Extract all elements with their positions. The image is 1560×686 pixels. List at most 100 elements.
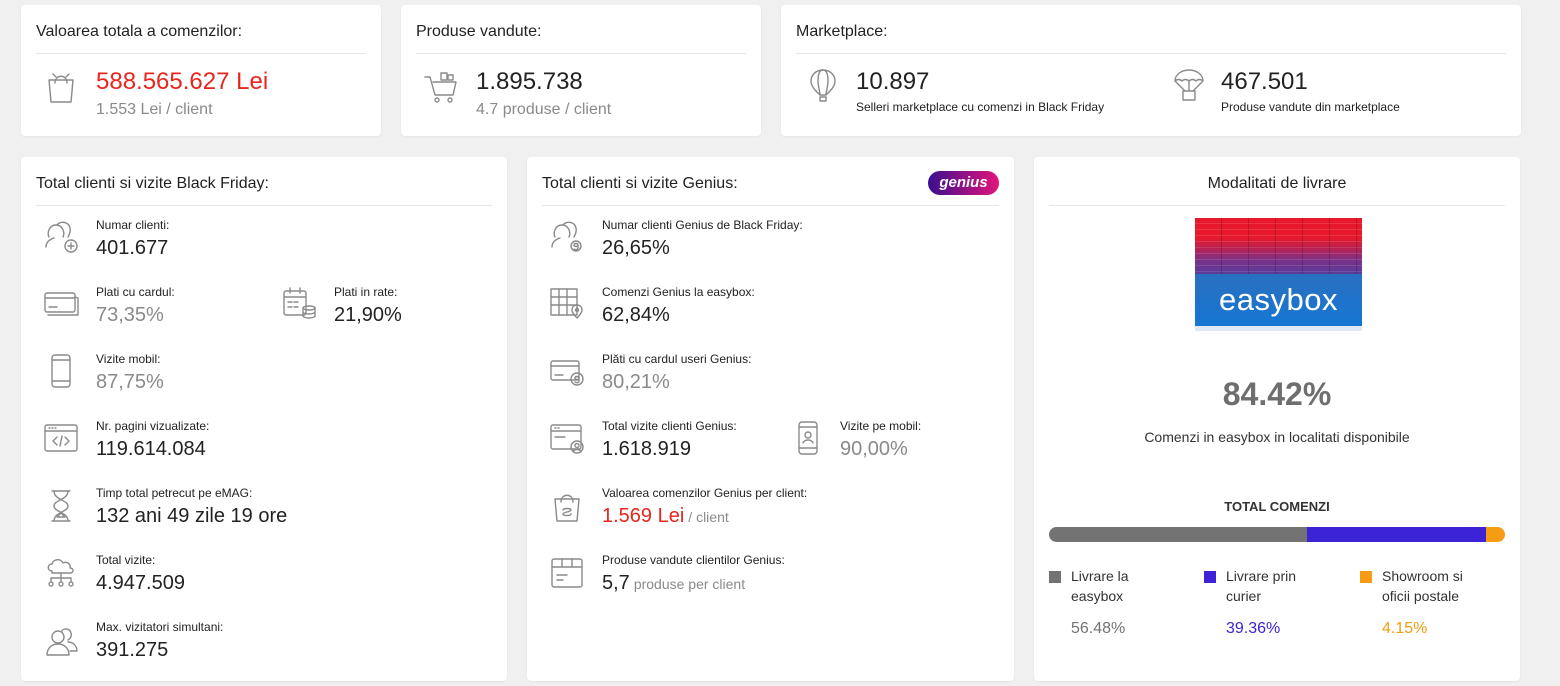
genius-products-label: Produse vandute clientilor Genius:: [602, 553, 785, 567]
genius-easybox-label: Comenzi Genius la easybox:: [602, 285, 755, 299]
bf-pages-value: 119.614.084: [96, 438, 206, 460]
legend-label: Showroom si oficii postale: [1382, 566, 1463, 606]
browser-user-icon: [549, 420, 585, 456]
genius-clients-value: 26,65%: [602, 237, 670, 259]
logo-grid: [1195, 218, 1362, 274]
logo-top-band: [1195, 218, 1362, 274]
legend-percent: 4.15%: [1382, 620, 1428, 637]
bf-visits-value: 4.947.509: [96, 572, 185, 594]
browser-code-icon: [43, 420, 79, 456]
stacked-bar-segment: [1306, 527, 1487, 542]
legend-label-line: curier: [1226, 588, 1262, 604]
bf-mobile-value: 87,75%: [96, 371, 164, 393]
users-genius-icon: [549, 217, 585, 253]
genius-mobile-value: 90,00%: [840, 438, 908, 460]
orders-value: 588.565.627 Lei: [96, 68, 269, 95]
bf-card-value: 73,35%: [96, 304, 164, 326]
bf-title: Total clienti si vizite Black Friday:: [36, 175, 269, 192]
genius-products-value: 5,7 produse per client: [602, 572, 745, 595]
orders-title: Valoarea totala a comenzilor:: [36, 23, 243, 40]
bf-max-label: Max. vizitatori simultani:: [96, 620, 224, 634]
legend-percent: 39.36%: [1226, 620, 1281, 637]
delivery-card: Modalitati de livrare easybox 84.42% Com…: [1034, 157, 1520, 681]
legend-label-line: Livrare prin: [1226, 568, 1297, 584]
shopping-cart-icon: [423, 69, 459, 105]
genius-badge: genius: [928, 171, 999, 195]
genius-easybox-value: 62,84%: [602, 304, 670, 326]
total-orders-title: TOTAL COMENZI: [1224, 499, 1330, 514]
legend-color-swatch: [1204, 571, 1216, 583]
bf-time-value: 132 ani 49 zile 19 ore: [96, 505, 288, 527]
legend-label-line: Livrare la: [1071, 568, 1129, 584]
genius-card-value: 80,21%: [602, 371, 670, 393]
divider: [416, 53, 746, 54]
genius-clients-label: Numar clienti Genius de Black Friday:: [602, 218, 803, 232]
stacked-bar-segment: [1049, 527, 1307, 542]
legend-label-line: Showroom si: [1382, 568, 1463, 584]
hot-air-balloon-icon: [805, 67, 841, 103]
divider: [542, 205, 999, 206]
genius-mobile-label: Vizite pe mobil:: [840, 419, 922, 433]
black-friday-card: Total clienti si vizite Black Friday: Nu…: [21, 157, 507, 681]
mobile-phone-icon: [43, 353, 79, 389]
genius-card-label: Plăti cu cardul useri Genius:: [602, 352, 752, 366]
genius-card: Total clienti si vizite Genius: genius N…: [527, 157, 1014, 681]
legend-color-swatch: [1360, 571, 1372, 583]
marketplace-sold-value: 467.501: [1221, 68, 1308, 95]
orders-per-client: 1.553 Lei / client: [96, 101, 213, 118]
products-card: Produse vandute: 1.895.738 4.7 produse /…: [401, 5, 761, 136]
bf-visits-label: Total vizite:: [96, 553, 156, 567]
genius-order-value: 1.569 Lei / client: [602, 505, 729, 528]
products-value: 1.895.738: [476, 68, 583, 95]
credit-card-icon: [43, 285, 79, 321]
bf-clients-label: Numar clienti:: [96, 218, 170, 232]
shopping-bag-icon: [43, 69, 79, 105]
easybox-caption: Comenzi in easybox in localitati disponi…: [1144, 429, 1410, 445]
delivery-stacked-bar: [1049, 527, 1505, 542]
easybox-logo-text: easybox: [1219, 282, 1338, 317]
installments-calendar-icon: [281, 285, 317, 321]
bf-rate-label: Plati in rate:: [334, 285, 398, 299]
easybox-percent: 84.42%: [1222, 376, 1332, 412]
logo-blue-band: [1195, 274, 1362, 326]
logo-base: [1195, 326, 1362, 331]
orders-card: Valoarea totala a comenzilor: 588.565.62…: [21, 5, 381, 136]
legend-percent: 56.48%: [1071, 620, 1126, 637]
marketplace-title: Marketplace:: [796, 23, 888, 40]
easybox-location-icon: [549, 285, 585, 321]
bf-card-label: Plati cu cardul:: [96, 285, 175, 299]
legend-color-swatch: [1049, 571, 1061, 583]
genius-title: Total clienti si vizite Genius:: [542, 175, 738, 192]
legend-label: Livrare prin curier: [1226, 566, 1296, 606]
users-add-icon: [43, 217, 79, 253]
bf-max-value: 391.275: [96, 639, 169, 661]
genius-products-amount: 5,7: [602, 572, 630, 594]
sellers-label: Selleri marketplace cu comenzi in Black …: [856, 100, 1105, 114]
bf-time-label: Timp total petrecut pe eMAG:: [96, 486, 253, 500]
genius-visits-value: 1.618.919: [602, 438, 691, 460]
legend-label: Livrare la easybox: [1071, 566, 1129, 606]
legend-label-line: easybox: [1071, 588, 1124, 604]
users-group-icon: [43, 623, 79, 659]
bf-mobile-label: Vizite mobil:: [96, 352, 161, 366]
marketplace-card: Marketplace: 10.897 Selleri marketplace …: [781, 5, 1521, 136]
genius-order-value-amount: 1.569 Lei: [602, 505, 685, 527]
bf-pages-label: Nr. pagini vizualizate:: [96, 419, 210, 433]
genius-visits-label: Total vizite clienti Genius:: [602, 419, 737, 433]
easybox-logo: easybox: [1195, 218, 1362, 331]
hourglass-icon: [43, 488, 79, 524]
shopping-bag-icon: [549, 488, 585, 524]
sellers-value: 10.897: [856, 68, 930, 95]
bf-clients-value: 401.677: [96, 237, 169, 259]
products-per-client: 4.7 produse / client: [476, 101, 612, 118]
mobile-user-icon: [790, 420, 826, 456]
package-box-icon: [549, 555, 585, 591]
divider: [36, 53, 366, 54]
divider: [1049, 205, 1505, 206]
genius-order-value-label: Valoarea comenzilor Genius per client:: [602, 486, 808, 500]
products-title: Produse vandute:: [416, 23, 542, 40]
legend-label-line: oficii postale: [1382, 588, 1460, 604]
cloud-network-icon: [43, 555, 79, 591]
marketplace-sold-label: Produse vandute din marketplace: [1221, 100, 1400, 114]
parachute-box-icon: [1171, 67, 1207, 103]
